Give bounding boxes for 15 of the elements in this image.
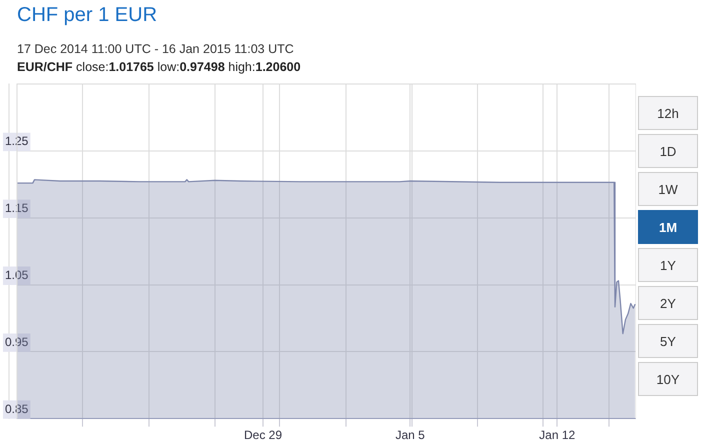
text: EUR/CHF close:1.01765 low:0.97498 high:1.20600 — [17, 60, 301, 74]
x-tick-label: Jan 5 — [395, 428, 426, 442]
range-button[interactable]: 1Y — [638, 248, 698, 282]
range-button[interactable]: 12h — [638, 96, 698, 130]
range-button[interactable]: 1D — [638, 134, 698, 168]
range-button[interactable]: 1W — [638, 172, 698, 206]
range-button[interactable]: 2Y — [638, 286, 698, 320]
range-button[interactable]: 10Y — [638, 362, 698, 396]
x-tick-label: Jan 12 — [539, 428, 576, 442]
range-button[interactable]: 1M — [638, 210, 698, 244]
chart-title: CHF per 1 EUR — [17, 4, 158, 27]
range-button[interactable]: 5Y — [638, 324, 698, 358]
chart-subtitle: 17 Dec 2014 11:00 UTC - 16 Jan 2015 11:03 UTC — [17, 42, 294, 56]
x-tick-label: Dec 29 — [244, 428, 282, 442]
y-tick-label: 1.15 — [5, 201, 29, 216]
